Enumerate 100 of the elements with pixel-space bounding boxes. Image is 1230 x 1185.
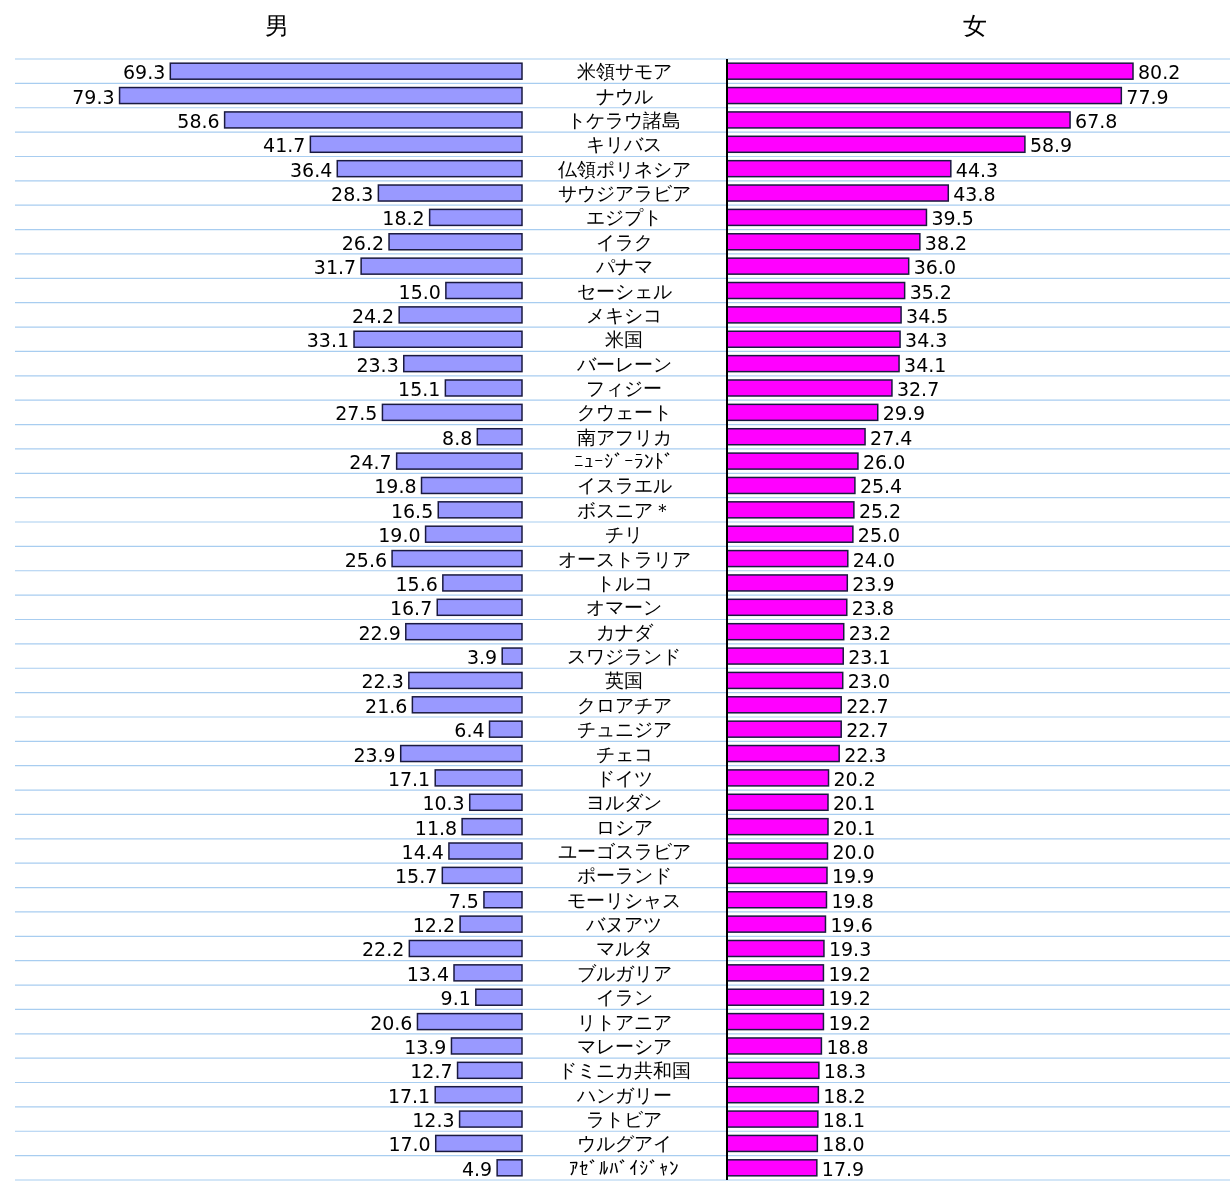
bar <box>726 184 950 202</box>
data-label: 7.5 <box>448 889 479 912</box>
bar <box>468 793 523 812</box>
bar <box>726 1134 819 1153</box>
data-label: 33.1 <box>306 329 350 352</box>
data-label: 26.0 <box>862 451 906 474</box>
data-label: 21.6 <box>365 694 408 717</box>
y-tick-label: モーリシャス <box>567 888 681 911</box>
data-label: 13.9 <box>404 1035 447 1058</box>
bar <box>726 86 1123 105</box>
data-label: 6.4 <box>454 719 485 742</box>
y-tick-label: トケラウ諸島 <box>567 108 681 131</box>
data-label: 12.7 <box>410 1060 453 1083</box>
y-tick-label: エジプト <box>586 206 662 229</box>
bar <box>726 111 1071 129</box>
bar <box>726 452 859 470</box>
bar <box>726 696 842 714</box>
bar <box>726 379 893 397</box>
data-label: 22.3 <box>361 670 404 693</box>
bar <box>461 817 523 836</box>
bar <box>726 525 854 543</box>
data-label: 23.2 <box>848 621 892 644</box>
data-label: 29.9 <box>882 402 926 425</box>
data-label: 28.3 <box>331 183 374 206</box>
y-tick-label: チェコ <box>595 742 653 765</box>
bar <box>726 793 829 812</box>
bar <box>726 354 900 373</box>
bar <box>726 403 879 422</box>
data-label: 16.7 <box>389 597 433 620</box>
bar <box>726 744 840 763</box>
bar <box>434 1134 523 1153</box>
bar <box>411 696 523 714</box>
bar <box>453 964 523 982</box>
data-label: 19.2 <box>828 962 871 985</box>
bar <box>726 233 921 251</box>
data-label: 18.0 <box>822 1133 865 1156</box>
bar <box>726 988 825 1006</box>
y-tick-label: ブルガリア <box>576 961 672 984</box>
data-label: 22.3 <box>844 743 887 766</box>
data-label: 25.6 <box>344 548 388 571</box>
bar <box>459 915 523 933</box>
y-tick-label: ウルグアイ <box>576 1132 672 1155</box>
bar <box>726 476 856 495</box>
data-label: 36.0 <box>913 256 957 279</box>
data-label: 23.8 <box>851 597 895 620</box>
data-label: 17.1 <box>387 767 431 790</box>
y-tick-label: セーシェル <box>576 279 672 302</box>
data-label: 44.3 <box>955 158 999 181</box>
y-tick-label: クウェート <box>576 401 672 424</box>
bar <box>405 622 523 641</box>
bar <box>395 452 523 470</box>
bar <box>169 62 523 80</box>
data-label: 67.8 <box>1075 109 1118 132</box>
y-tick-label: 仏領ポリネシア <box>556 157 691 180</box>
data-label: 13.4 <box>406 962 449 985</box>
bar <box>726 549 849 568</box>
data-label: 27.4 <box>870 426 913 449</box>
bar <box>726 622 845 641</box>
bar <box>450 1037 523 1055</box>
bar <box>726 330 901 348</box>
data-label: 25.0 <box>857 524 901 547</box>
bar <box>726 939 825 958</box>
data-label: 41.7 <box>263 134 306 157</box>
y-tick-label: ユーゴスラビア <box>557 840 691 863</box>
bar <box>408 671 523 690</box>
data-label: 23.0 <box>847 670 891 693</box>
y-tick-label: ポーランド <box>576 864 672 887</box>
bar <box>501 647 523 665</box>
bar <box>726 647 844 665</box>
data-label: 15.0 <box>398 280 441 303</box>
data-label: 3.9 <box>466 646 498 669</box>
data-label: 22.7 <box>846 719 889 742</box>
data-label: 18.3 <box>823 1060 867 1083</box>
data-label: 19.8 <box>831 889 874 912</box>
y-tick-label: フィジー <box>586 376 662 399</box>
bar <box>726 866 828 885</box>
bar <box>399 744 523 763</box>
data-label: 19.9 <box>831 865 875 888</box>
y-tick-label: メキシコ <box>586 303 662 326</box>
y-tick-label: スワジランド <box>567 645 681 668</box>
bar <box>476 427 523 446</box>
data-label: 18.1 <box>822 1109 866 1132</box>
y-tick-label: バーレーン <box>575 352 672 375</box>
data-label: 31.7 <box>313 256 357 279</box>
y-tick-label: バヌアツ <box>585 913 662 936</box>
bar <box>726 159 952 178</box>
data-label: 12.2 <box>412 914 456 937</box>
bar <box>496 1159 523 1177</box>
bar <box>398 306 523 324</box>
bar <box>726 964 825 982</box>
bar <box>456 1061 523 1080</box>
bar <box>448 842 523 860</box>
data-label: 11.8 <box>414 816 458 839</box>
bar <box>445 281 523 300</box>
bar <box>408 939 523 958</box>
data-label: 23.1 <box>848 646 891 669</box>
data-label: 18.2 <box>823 1084 866 1107</box>
bar <box>436 598 523 617</box>
data-label: 35.2 <box>909 280 952 303</box>
data-label: 24.2 <box>351 304 395 327</box>
